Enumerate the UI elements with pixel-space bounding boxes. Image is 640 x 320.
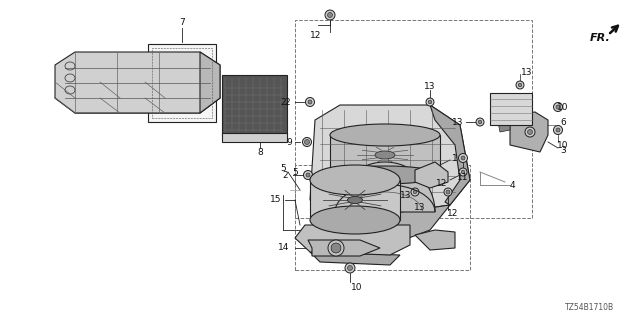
Ellipse shape bbox=[375, 151, 395, 159]
Circle shape bbox=[308, 100, 312, 104]
Circle shape bbox=[516, 81, 524, 89]
Circle shape bbox=[527, 130, 532, 134]
Text: 2: 2 bbox=[282, 171, 288, 180]
Circle shape bbox=[556, 128, 560, 132]
Circle shape bbox=[525, 127, 535, 137]
Text: 12: 12 bbox=[436, 179, 448, 188]
Text: 9: 9 bbox=[286, 138, 292, 147]
Ellipse shape bbox=[330, 166, 440, 184]
Polygon shape bbox=[295, 225, 410, 255]
Polygon shape bbox=[310, 180, 400, 220]
Text: 14: 14 bbox=[278, 244, 290, 252]
Polygon shape bbox=[55, 52, 220, 113]
Polygon shape bbox=[310, 252, 400, 265]
Text: 6: 6 bbox=[560, 117, 566, 126]
Circle shape bbox=[461, 170, 465, 174]
Text: TZ54B1710B: TZ54B1710B bbox=[565, 303, 614, 313]
Text: 3: 3 bbox=[560, 146, 566, 155]
Circle shape bbox=[476, 118, 484, 126]
Circle shape bbox=[554, 125, 563, 134]
Ellipse shape bbox=[330, 124, 440, 146]
Polygon shape bbox=[308, 240, 380, 256]
Circle shape bbox=[328, 12, 333, 18]
Circle shape bbox=[411, 188, 419, 196]
Text: 12: 12 bbox=[310, 30, 322, 39]
Text: 13: 13 bbox=[400, 190, 412, 199]
Polygon shape bbox=[330, 135, 440, 175]
Circle shape bbox=[478, 120, 482, 124]
Polygon shape bbox=[200, 52, 220, 113]
Circle shape bbox=[444, 188, 452, 196]
Circle shape bbox=[428, 100, 432, 104]
Circle shape bbox=[305, 98, 314, 107]
Bar bbox=[148, 44, 216, 122]
Polygon shape bbox=[55, 82, 220, 113]
Text: 1: 1 bbox=[452, 154, 458, 163]
Ellipse shape bbox=[310, 165, 400, 195]
Text: 8: 8 bbox=[257, 148, 263, 156]
Text: 12: 12 bbox=[447, 209, 459, 218]
Circle shape bbox=[328, 240, 344, 256]
Text: 10: 10 bbox=[557, 102, 569, 111]
Circle shape bbox=[325, 10, 335, 20]
Circle shape bbox=[303, 138, 312, 147]
Circle shape bbox=[305, 140, 310, 145]
Text: 2: 2 bbox=[284, 98, 290, 107]
Text: 7: 7 bbox=[179, 18, 185, 27]
Text: 5: 5 bbox=[280, 164, 286, 172]
Text: 15: 15 bbox=[270, 196, 282, 204]
Circle shape bbox=[518, 83, 522, 87]
Circle shape bbox=[348, 266, 353, 270]
Bar bbox=[222, 75, 287, 135]
Text: 5: 5 bbox=[292, 167, 298, 177]
Polygon shape bbox=[310, 105, 470, 215]
Text: 10: 10 bbox=[557, 140, 569, 149]
Polygon shape bbox=[415, 162, 448, 188]
Wedge shape bbox=[335, 162, 435, 212]
Text: 2: 2 bbox=[280, 98, 286, 107]
Text: 10: 10 bbox=[351, 283, 363, 292]
Circle shape bbox=[413, 190, 417, 194]
Text: 11: 11 bbox=[457, 172, 468, 181]
Circle shape bbox=[446, 190, 450, 194]
Circle shape bbox=[556, 105, 560, 109]
Circle shape bbox=[461, 156, 465, 160]
Text: 13: 13 bbox=[414, 204, 426, 212]
Circle shape bbox=[554, 102, 563, 111]
Text: 4: 4 bbox=[509, 180, 515, 189]
Polygon shape bbox=[498, 120, 510, 132]
Circle shape bbox=[426, 98, 434, 106]
Ellipse shape bbox=[348, 196, 362, 204]
Text: 13: 13 bbox=[521, 68, 532, 76]
Circle shape bbox=[393, 178, 397, 182]
Bar bbox=[490, 93, 532, 125]
Circle shape bbox=[458, 154, 467, 163]
Circle shape bbox=[345, 263, 355, 273]
Polygon shape bbox=[430, 105, 470, 205]
Bar bbox=[152, 48, 212, 118]
Circle shape bbox=[303, 171, 312, 180]
Text: FR.: FR. bbox=[589, 33, 611, 43]
Bar bbox=[222, 133, 287, 142]
Text: 13: 13 bbox=[452, 117, 464, 126]
Polygon shape bbox=[415, 230, 455, 250]
Polygon shape bbox=[510, 112, 548, 152]
Circle shape bbox=[306, 173, 310, 177]
Ellipse shape bbox=[310, 206, 400, 234]
Polygon shape bbox=[320, 205, 450, 245]
Circle shape bbox=[391, 176, 399, 184]
Text: 13: 13 bbox=[424, 82, 436, 91]
Circle shape bbox=[459, 168, 467, 176]
Circle shape bbox=[331, 243, 341, 253]
